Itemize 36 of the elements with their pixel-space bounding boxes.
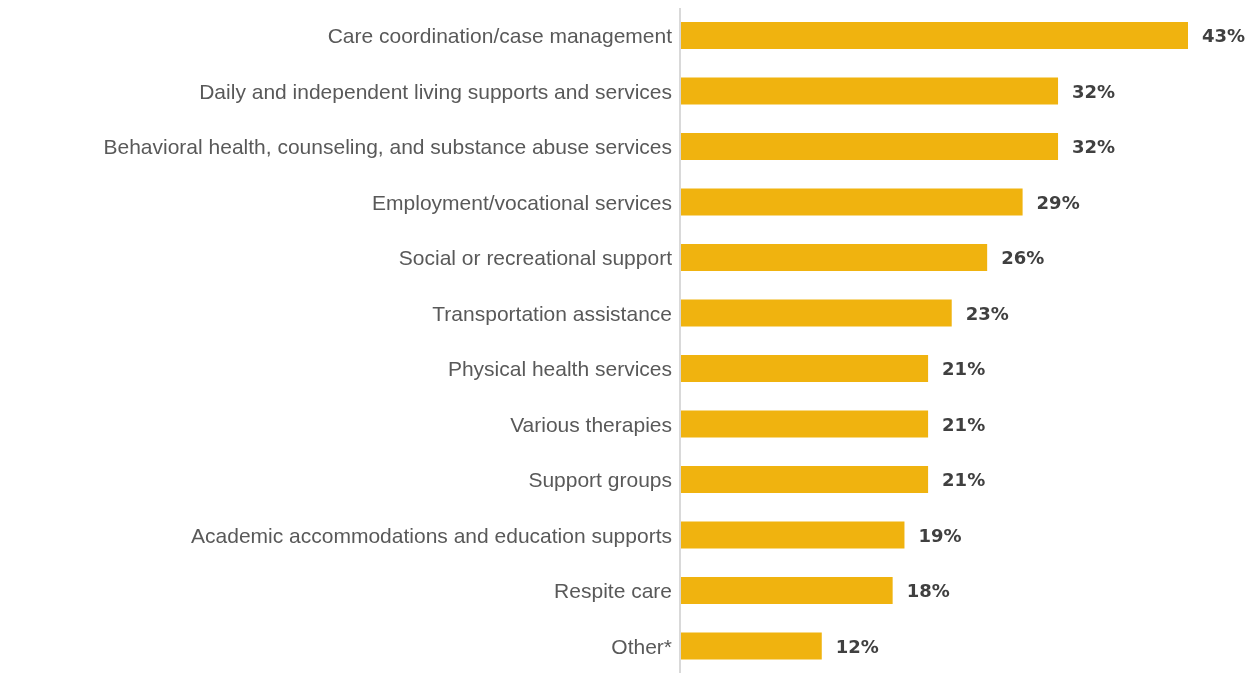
- data-label: 19%: [918, 524, 962, 546]
- data-label: 21%: [942, 469, 986, 490]
- bar: [680, 355, 929, 382]
- bar: [680, 632, 822, 660]
- bar: [680, 77, 1059, 105]
- bar: [680, 22, 1188, 49]
- bar: [680, 577, 893, 604]
- bar: [680, 299, 952, 327]
- data-label: 21%: [942, 358, 986, 379]
- y-tick-label: Social or recreational support: [398, 246, 673, 270]
- data-label: 32%: [1072, 80, 1116, 102]
- y-tick-label: Daily and independent living supports and services: [199, 79, 672, 103]
- y-tick-label: Respite care: [554, 579, 672, 603]
- data-label: 29%: [1036, 191, 1080, 213]
- y-tick-label: Academic accommodations and education supports: [191, 523, 672, 547]
- bar: [680, 133, 1059, 160]
- data-label: 26%: [1001, 247, 1045, 268]
- data-label: 23%: [965, 302, 1009, 324]
- bar: [680, 244, 988, 271]
- bar: [680, 410, 929, 438]
- data-label: 21%: [942, 413, 986, 435]
- bar: [680, 466, 929, 493]
- data-label: 43%: [1202, 25, 1246, 46]
- y-tick-label: Other*: [611, 634, 672, 658]
- data-label: 12%: [835, 635, 879, 657]
- bar: [680, 521, 905, 549]
- y-tick-label: Care coordination/case management: [327, 24, 673, 48]
- y-tick-label: Behavioral health, counseling, and substance abuse services: [103, 135, 672, 159]
- data-label: 32%: [1072, 136, 1116, 157]
- y-tick-label: Physical health services: [447, 357, 672, 381]
- y-tick-label: Support groups: [528, 468, 672, 492]
- bar: [680, 188, 1023, 216]
- y-tick-label: Employment/vocational services: [372, 190, 672, 214]
- y-tick-label: Various therapies: [510, 412, 672, 436]
- y-tick-label: Transportation assistance: [432, 301, 672, 325]
- data-label: 18%: [906, 580, 950, 601]
